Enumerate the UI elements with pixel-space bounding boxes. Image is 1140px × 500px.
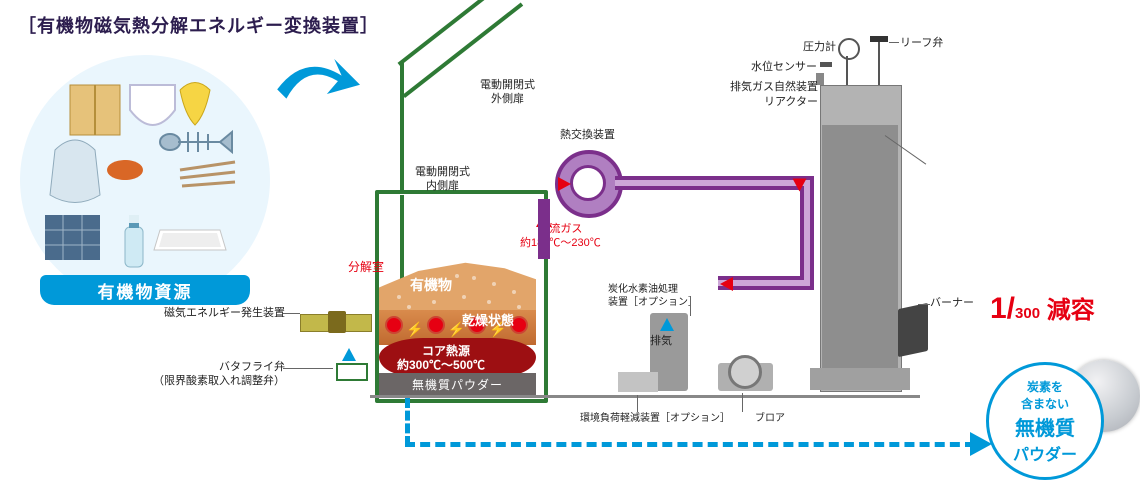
lid-inner-label: 電動開閉式 内側扉 [415,165,470,194]
reactor-label-2: リアクター [760,95,818,109]
vol-2: 300 [1015,305,1040,322]
exhaust-arrow-icon [660,318,674,331]
hx-arrow-icon [558,177,571,191]
level-sensor-icon [820,62,832,67]
env-label: 環境負荷軽減装置［オプション］ [580,412,730,425]
reactor-base [810,368,910,390]
lead-maggen [283,313,300,314]
leaf-valve-stem [878,40,880,85]
lead-env [637,395,638,412]
pipe-arrow-2-icon [720,277,733,291]
pipe-h1-inner [615,180,809,186]
pipe-arrow-1-icon [793,179,807,192]
output-flow [405,442,975,447]
organic-resource-icons [40,70,250,270]
gauge-label: 圧力計 [788,40,836,54]
heat-exchanger-inner [570,165,606,201]
volume-reduction-text: 1/300 減容 [990,290,1095,326]
out-c1: 炭素を [1027,378,1063,395]
reactor-label-1: 排気ガス自然装置 [718,80,818,94]
input-arrow [268,48,360,140]
butterfly-label: バタフライ弁 （限界酸素取入れ調整弁） [105,360,285,389]
leaf-valve-label: リーフ弁 [900,36,943,50]
butterfly-valve [336,363,368,381]
pipe-v1-inner [804,180,810,286]
powder-layer: 無機質パウダー [379,373,536,395]
env-box [618,372,658,392]
out-c2: 含まない [1021,395,1069,412]
organic-resource-label: 有機物資源 [40,275,250,305]
blower-fan-icon [728,355,762,389]
lead-burner [918,304,930,305]
butterfly-airflow-icon [342,348,356,361]
out-c3: 無機質 [1015,412,1075,441]
lead-blower [742,393,743,412]
lead-leaf [889,42,899,43]
exhaust-label: 排気 [650,334,672,348]
output-circle: 炭素を 含まない 無機質 パウダー [986,362,1104,480]
burner [898,303,928,357]
oil-label: 炭化水素油処理 装置［オプション］ [608,283,698,309]
organic-dots [379,262,536,317]
reactor-dark [822,125,898,370]
maggen-label: 磁気エネルギー発生装置 [115,306,285,320]
vol-1: 1/ [990,292,1015,325]
out-c4: パウダー [1013,441,1077,465]
lid-outer [398,0,550,66]
lid-outer-label: 電動開閉式 外側扉 [480,78,535,107]
blower-label: ブロア [755,412,785,425]
vol-3: 減容 [1040,297,1095,324]
gauge-stem [846,56,848,85]
magnetic-generator [300,314,370,342]
burner-label: バーナー [930,296,974,310]
lead-oil [690,296,691,316]
lid-side [400,62,404,192]
output-flow-down [405,398,410,446]
lead-butterfly [283,368,333,369]
hx-label: 熱交換装置 [560,128,615,142]
leaf-valve-cap [870,36,888,42]
gas-pipe [538,199,550,259]
floor-line [370,395,920,398]
pressure-gauge-icon [838,38,860,60]
reflux-label: 還流ガス 約180℃～230℃ [520,222,601,251]
diagram-title: ［有機物磁気熱分解エネルギー変換装置］ [18,12,379,38]
heat-text-2: 約300℃～500℃ [397,356,485,373]
level-sensor-label: 水位センサー [747,60,817,74]
